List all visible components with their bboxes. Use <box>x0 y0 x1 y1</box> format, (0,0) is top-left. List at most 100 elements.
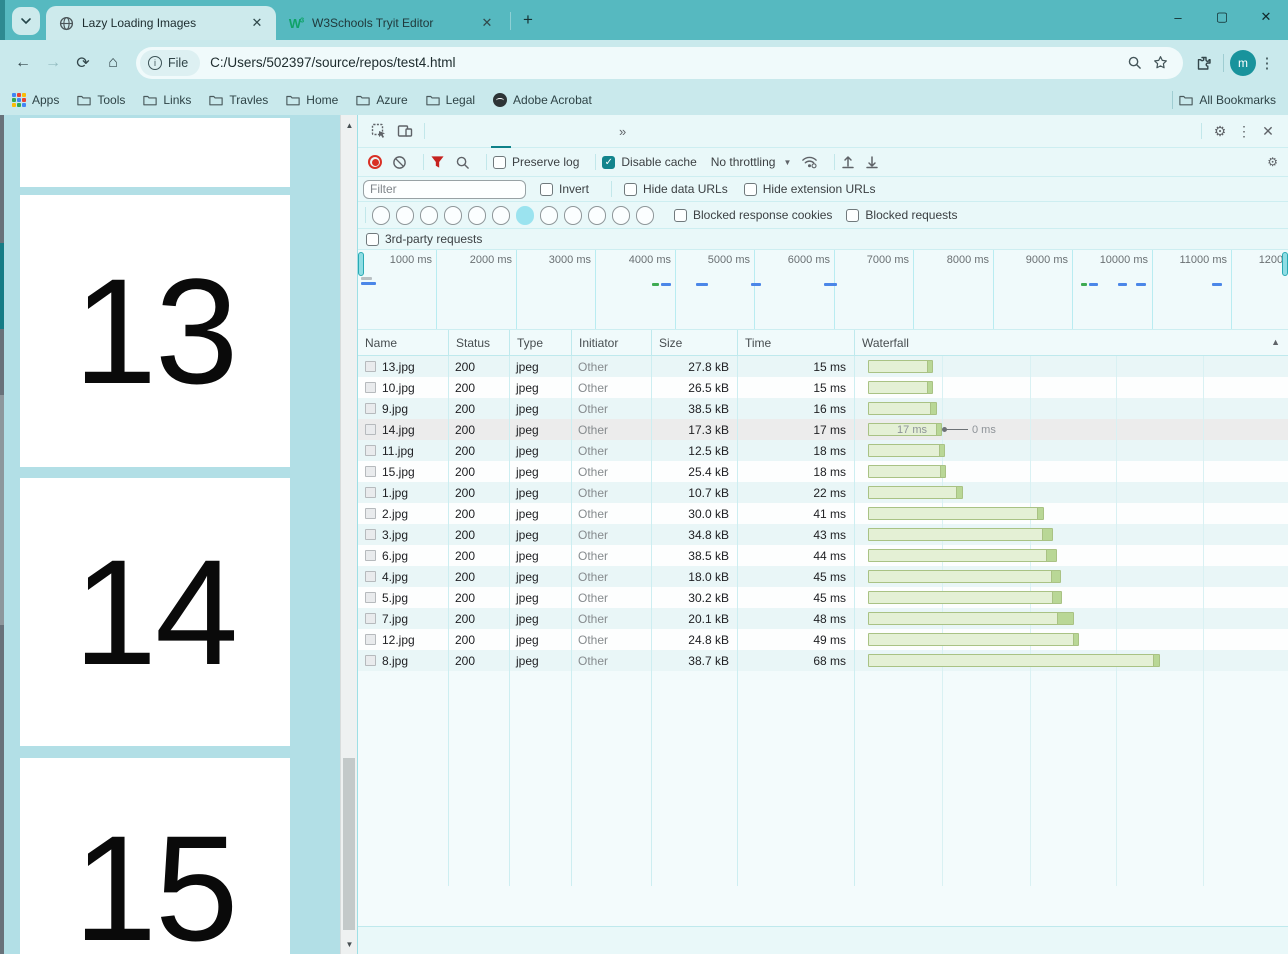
bookmark-item[interactable]: Adobe Acrobat <box>493 93 592 107</box>
bookmark-item[interactable]: Legal <box>425 93 475 107</box>
invert-checkbox[interactable]: Invert <box>540 182 589 196</box>
type-chip-wasm[interactable] <box>612 205 630 225</box>
blocked-requests-checkbox[interactable]: Blocked requests <box>846 208 957 222</box>
request-name-cell[interactable]: 2.jpg <box>358 503 448 524</box>
column-header-time[interactable]: Time <box>737 330 854 356</box>
devtools-tab-lighthouse[interactable] <box>591 115 611 148</box>
column-header-waterfall[interactable]: Waterfall <box>854 330 1288 356</box>
inspect-element-icon[interactable] <box>366 118 392 144</box>
request-name-cell[interactable]: 6.jpg <box>358 545 448 566</box>
waterfall-bar[interactable] <box>868 591 1062 604</box>
network-settings-icon[interactable]: ⚙ <box>1267 155 1278 169</box>
request-row[interactable]: 6.jpg 200 jpeg Other 38.5 kB 44 ms <box>358 545 1288 566</box>
page-scrollbar[interactable]: ▲ ▼ <box>340 115 357 954</box>
request-waterfall-cell[interactable] <box>854 587 1288 608</box>
request-name-cell[interactable]: 8.jpg <box>358 650 448 671</box>
request-waterfall-cell[interactable] <box>854 650 1288 671</box>
waterfall-bar[interactable] <box>868 633 1079 646</box>
bookmark-item[interactable]: Travles <box>209 93 268 107</box>
request-waterfall-cell[interactable] <box>854 356 1288 377</box>
waterfall-bar[interactable] <box>868 402 937 415</box>
throttling-dropdown[interactable]: No throttling ▼ <box>711 155 792 169</box>
column-header-name[interactable]: Name <box>365 336 398 350</box>
request-name-cell[interactable]: 7.jpg <box>358 608 448 629</box>
hide-data-urls-checkbox[interactable]: Hide data URLs <box>624 182 728 196</box>
request-row[interactable]: 3.jpg 200 jpeg Other 34.8 kB 43 ms <box>358 524 1288 545</box>
maximize-button[interactable]: ▢ <box>1215 9 1229 24</box>
waterfall-bar[interactable] <box>868 570 1061 583</box>
column-header-initiator[interactable]: Initiator <box>571 330 651 356</box>
request-waterfall-cell[interactable] <box>854 377 1288 398</box>
request-name-cell[interactable]: 14.jpg <box>358 419 448 440</box>
request-row[interactable]: 9.jpg 200 jpeg Other 38.5 kB 16 ms <box>358 398 1288 419</box>
browser-menu-icon[interactable]: ⋮ <box>1259 54 1275 72</box>
browser-tab-lazy-loading[interactable]: Lazy Loading Images ✕ <box>46 6 276 40</box>
devtools-tab-security[interactable] <box>571 115 591 148</box>
request-row[interactable]: 8.jpg 200 jpeg Other 38.7 kB 68 ms <box>358 650 1288 671</box>
request-row[interactable]: 10.jpg 200 jpeg Other 26.5 kB 15 ms <box>358 377 1288 398</box>
search-icon[interactable] <box>455 155 470 170</box>
request-row[interactable]: 14.jpg 200 jpeg Other 17.3 kB 17 ms 17 m… <box>358 419 1288 440</box>
request-waterfall-cell[interactable] <box>854 440 1288 461</box>
column-header-type[interactable]: Type <box>509 330 571 356</box>
type-chip-all[interactable] <box>372 205 390 225</box>
request-name-cell[interactable]: 15.jpg <box>358 461 448 482</box>
request-waterfall-cell[interactable] <box>854 629 1288 650</box>
scrollbar-thumb[interactable] <box>343 758 355 930</box>
blocked-response-cookies-checkbox[interactable]: Blocked response cookies <box>674 208 832 222</box>
request-waterfall-cell[interactable] <box>854 608 1288 629</box>
request-row[interactable]: 12.jpg 200 jpeg Other 24.8 kB 49 ms <box>358 629 1288 650</box>
waterfall-bar[interactable] <box>868 444 945 457</box>
devtools-tab-console[interactable] <box>451 115 471 148</box>
disable-cache-checkbox[interactable]: ✓ Disable cache <box>602 155 697 169</box>
request-row[interactable]: 2.jpg 200 jpeg Other 30.0 kB 41 ms <box>358 503 1288 524</box>
bookmark-item[interactable]: Azure <box>356 93 408 107</box>
request-row[interactable]: 11.jpg 200 jpeg Other 12.5 kB 18 ms <box>358 440 1288 461</box>
close-button[interactable]: ✕ <box>1260 9 1272 24</box>
request-waterfall-cell[interactable]: 17 ms 0 ms <box>854 419 1288 440</box>
request-waterfall-cell[interactable] <box>854 398 1288 419</box>
scroll-up-icon[interactable]: ▲ <box>345 120 354 130</box>
request-row[interactable]: 4.jpg 200 jpeg Other 18.0 kB 45 ms <box>358 566 1288 587</box>
type-chip-manifest[interactable] <box>564 205 582 225</box>
devtools-tab-application[interactable] <box>551 115 571 148</box>
clear-icon[interactable] <box>392 155 407 170</box>
browser-tab-w3schools[interactable]: W3 W3Schools Tryit Editor ✕ <box>276 6 506 40</box>
request-name-cell[interactable]: 13.jpg <box>358 356 448 377</box>
request-name-cell[interactable]: 1.jpg <box>358 482 448 503</box>
all-bookmarks-button[interactable]: All Bookmarks <box>1179 93 1276 107</box>
devtools-tab-performance[interactable] <box>511 115 531 148</box>
request-waterfall-cell[interactable] <box>854 482 1288 503</box>
type-chip-doc[interactable] <box>420 205 438 225</box>
type-chip-media[interactable] <box>540 205 558 225</box>
third-party-requests-checkbox[interactable]: 3rd-party requests <box>366 232 482 246</box>
type-chip-ws[interactable] <box>588 205 606 225</box>
waterfall-bar[interactable]: 17 ms <box>868 423 942 436</box>
waterfall-bar[interactable] <box>868 381 933 394</box>
profile-avatar[interactable]: m <box>1230 49 1256 76</box>
bookmark-item[interactable]: Tools <box>77 93 125 107</box>
import-har-icon[interactable] <box>841 155 855 169</box>
bookmark-item[interactable]: Links <box>143 93 191 107</box>
type-chip-other[interactable] <box>636 205 654 225</box>
request-name-cell[interactable]: 5.jpg <box>358 587 448 608</box>
address-bar[interactable]: i File C:/Users/502397/source/repos/test… <box>136 46 1183 79</box>
devtools-settings-icon[interactable]: ⚙ <box>1213 122 1227 139</box>
request-waterfall-cell[interactable] <box>854 545 1288 566</box>
home-button[interactable]: ⌂ <box>108 53 118 71</box>
devtools-menu-icon[interactable]: ⋮ <box>1237 122 1251 139</box>
filter-funnel-icon[interactable] <box>430 155 445 169</box>
devtools-tab-elements[interactable] <box>431 115 451 148</box>
type-chip-css[interactable] <box>444 205 462 225</box>
waterfall-bar[interactable] <box>868 360 933 373</box>
request-waterfall-cell[interactable] <box>854 524 1288 545</box>
devtools-tab-network[interactable] <box>491 115 511 148</box>
request-waterfall-cell[interactable] <box>854 566 1288 587</box>
file-scheme-chip[interactable]: i File <box>140 49 201 76</box>
bookmark-star-icon[interactable] <box>1147 50 1173 76</box>
hide-extension-urls-checkbox[interactable]: Hide extension URLs <box>743 182 875 196</box>
more-tabs-icon[interactable]: » <box>619 123 627 139</box>
forward-button[interactable]: → <box>45 53 61 71</box>
request-name-cell[interactable]: 4.jpg <box>358 566 448 587</box>
devtools-tab-memory[interactable] <box>531 115 551 148</box>
